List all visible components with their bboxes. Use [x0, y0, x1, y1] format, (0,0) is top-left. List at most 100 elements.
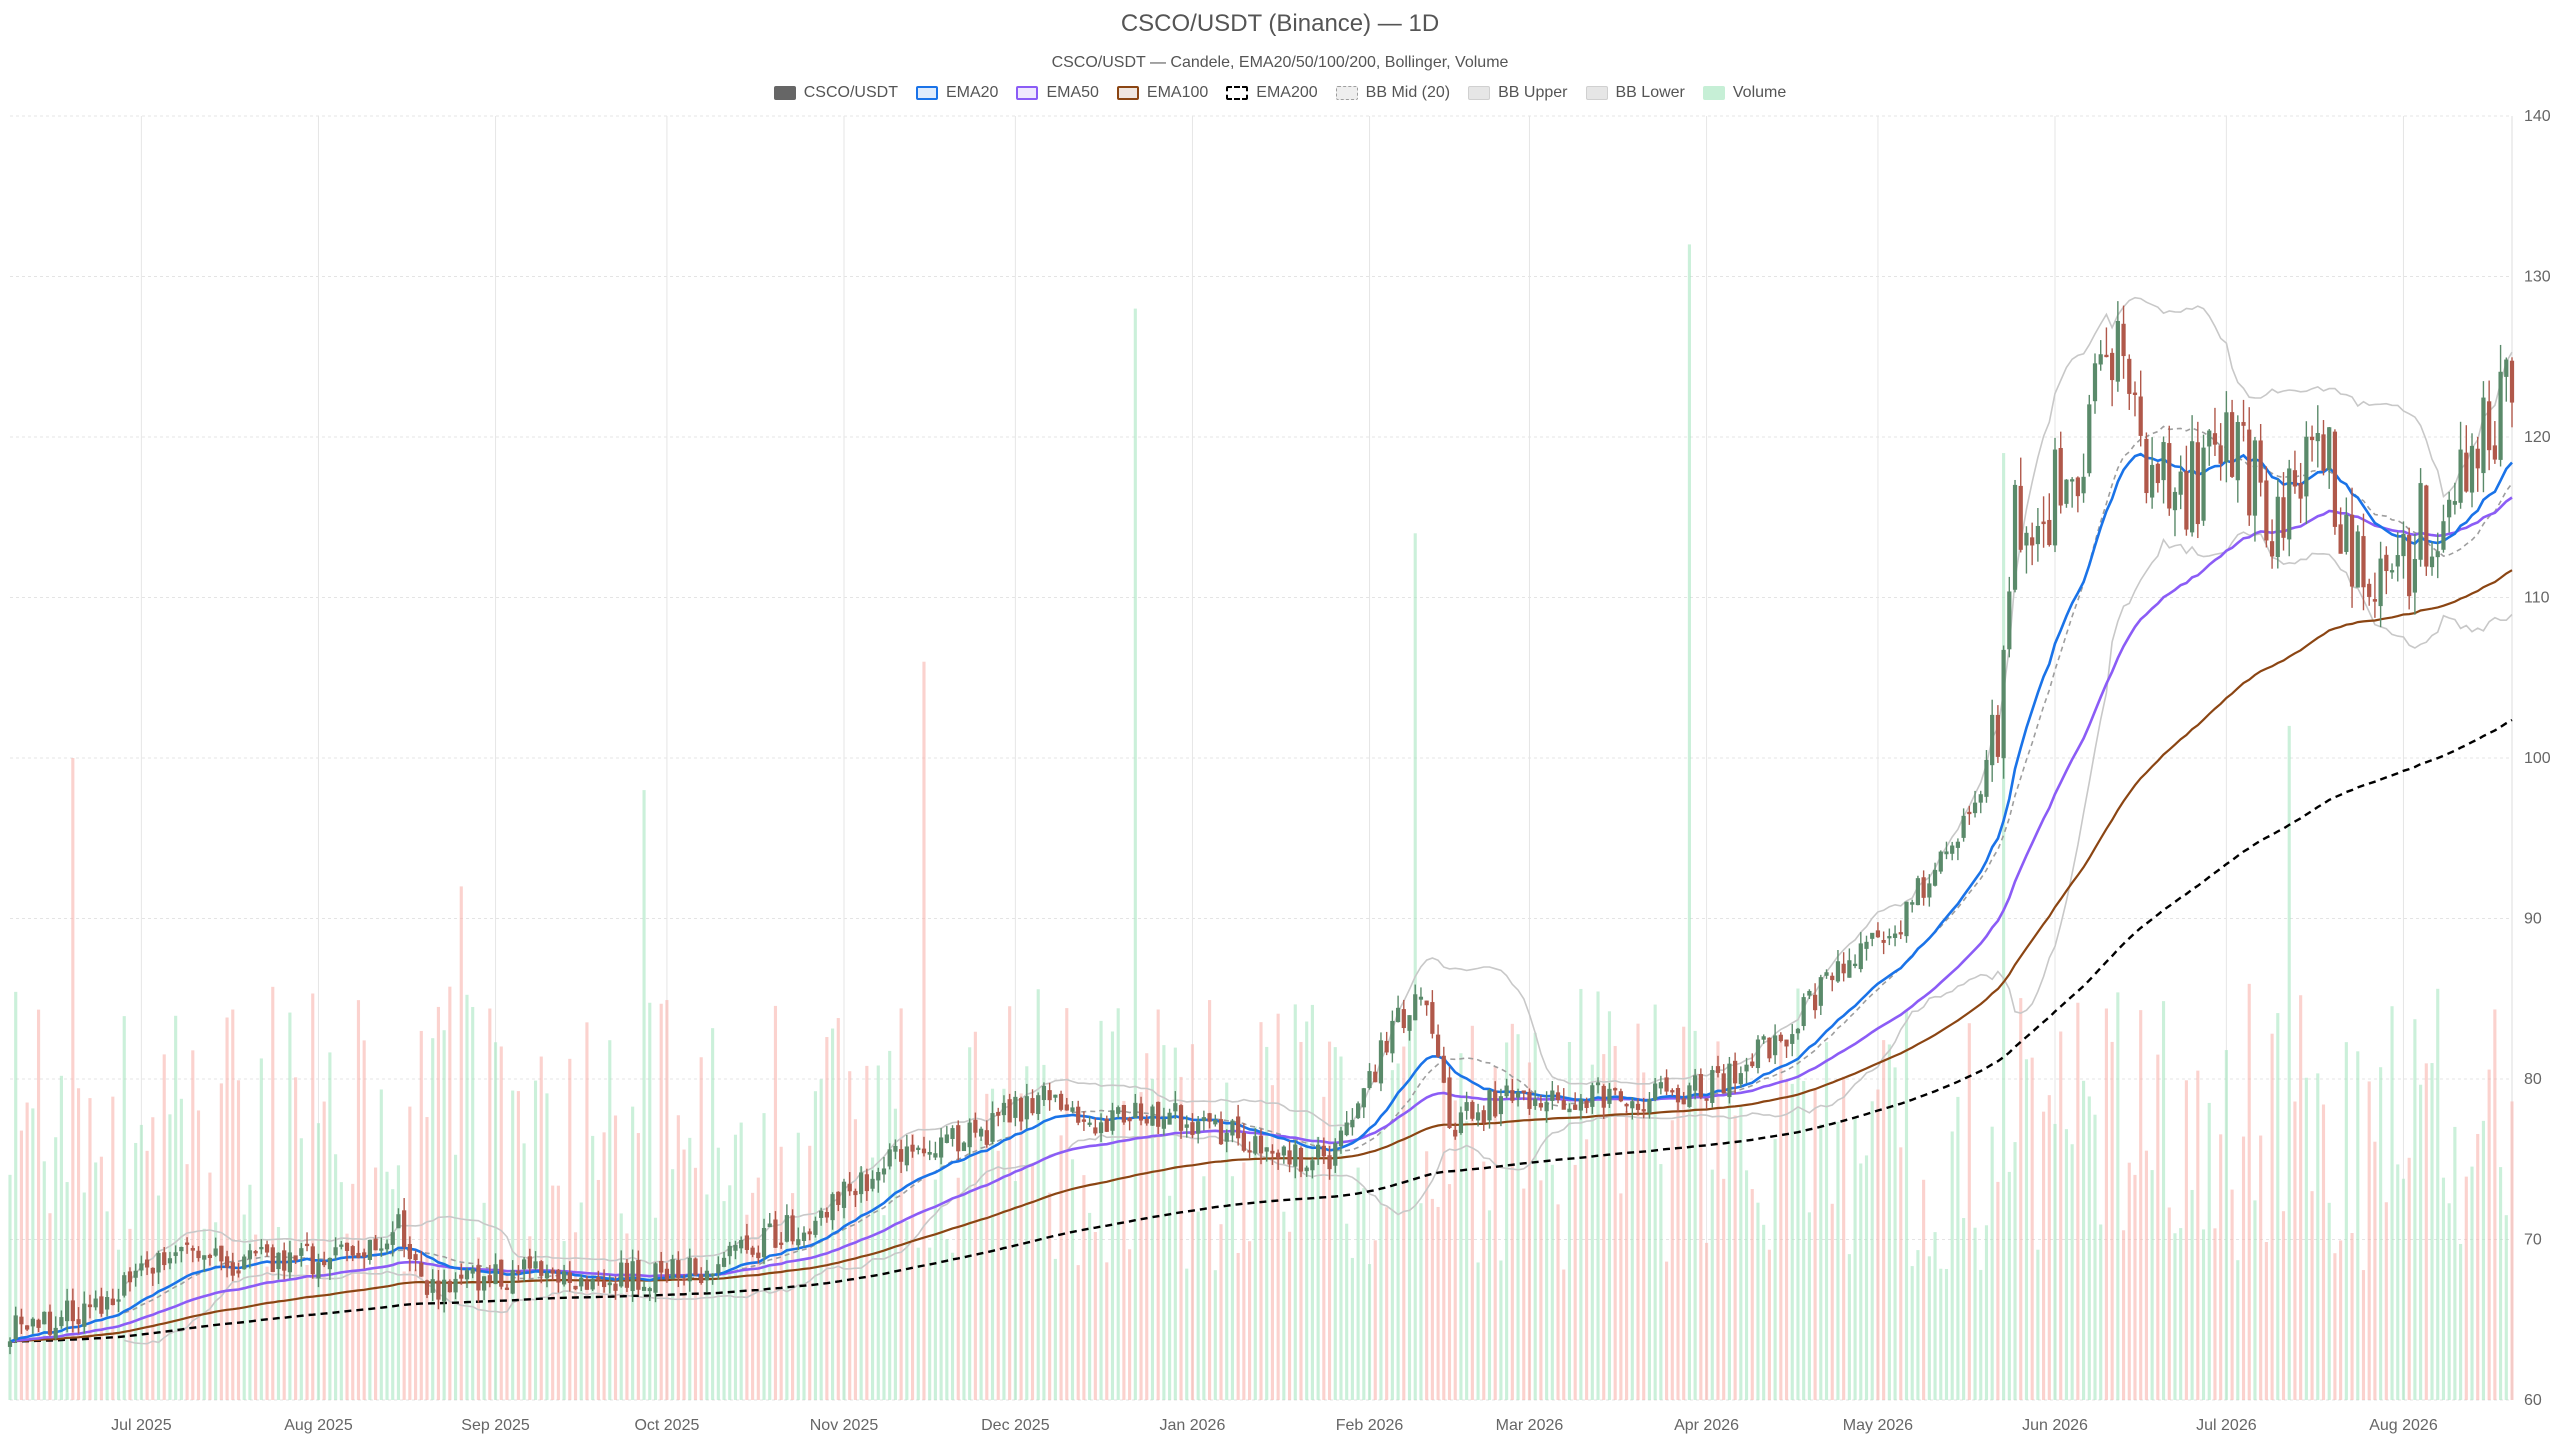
- candle: [264, 1240, 270, 1257]
- candle-body: [1778, 1034, 1783, 1042]
- candle: [967, 1118, 972, 1155]
- x-tick-label: Dec 2025: [981, 1417, 1050, 1434]
- candle: [82, 1291, 87, 1334]
- chart-subtitle: CSCO/USDT — Candele, EMA20/50/100/200, B…: [1051, 54, 1509, 71]
- volume-bar: [1567, 1042, 1572, 1400]
- volume-bar: [2367, 1081, 2371, 1400]
- candle: [424, 1279, 430, 1299]
- legend-item-bb-mid-20[interactable]: BB Mid (20): [1335, 84, 1450, 102]
- candle: [2349, 487, 2355, 608]
- candle-body: [2269, 541, 2275, 557]
- candle-body: [2378, 558, 2383, 607]
- volume-bar: [2002, 453, 2006, 1400]
- candle-body: [996, 1111, 1001, 1116]
- volume-bar: [1996, 1181, 2000, 1400]
- x-tick-label: Sep 2025: [461, 1417, 530, 1434]
- volume-bar: [1133, 308, 1137, 1401]
- candle-body: [2104, 354, 2109, 358]
- candle-body: [516, 1270, 521, 1274]
- candle-body: [384, 1243, 390, 1250]
- candle: [2492, 421, 2497, 464]
- candle-body: [2172, 491, 2178, 511]
- volume-bar: [1002, 1088, 1006, 1400]
- candle-body: [373, 1238, 378, 1251]
- candle-body: [1276, 1152, 1281, 1159]
- candle: [1316, 1137, 1321, 1165]
- candle: [1801, 993, 1806, 1031]
- volume-bar: [2036, 1249, 2040, 1400]
- candle-body: [1298, 1147, 1304, 1172]
- volume-bar: [414, 1269, 418, 1400]
- candle: [607, 1274, 612, 1294]
- volume-bar: [374, 1167, 378, 1400]
- volume-bar: [2104, 1008, 2108, 1400]
- candle-body: [322, 1260, 327, 1266]
- legend-item-bb-lower[interactable]: BB Lower: [1585, 84, 1685, 102]
- candle: [470, 1265, 475, 1279]
- volume-bar: [933, 1179, 937, 1400]
- legend-item-volume[interactable]: Volume: [1702, 84, 1786, 102]
- candle-body: [2121, 323, 2126, 357]
- volume-bar: [1459, 1053, 1463, 1400]
- candle: [813, 1216, 818, 1238]
- candle: [2184, 445, 2189, 536]
- candle-body: [1230, 1120, 1235, 1136]
- volume-bar: [1579, 988, 1583, 1400]
- volume-bar: [42, 1161, 46, 1400]
- volume-bar: [1162, 1045, 1166, 1400]
- candle: [1110, 1102, 1115, 1135]
- candle: [1938, 850, 1943, 874]
- candle-body: [1173, 1103, 1178, 1112]
- volume-bar: [1190, 1044, 1195, 1400]
- candle: [1573, 1092, 1578, 1110]
- legend-item-bb-upper[interactable]: BB Upper: [1468, 84, 1568, 102]
- candle-body: [1521, 1090, 1526, 1094]
- volume-bar: [1893, 1067, 1897, 1400]
- candle-body: [2372, 599, 2378, 602]
- volume-bar: [1933, 1232, 1937, 1400]
- candle: [1481, 1105, 1486, 1132]
- candle-body: [299, 1248, 304, 1256]
- candle-body: [1167, 1112, 1172, 1125]
- legend-item-ema50[interactable]: EMA50: [1016, 84, 1099, 102]
- candle: [1161, 1107, 1167, 1136]
- candle: [1270, 1144, 1275, 1165]
- volume-bar: [116, 1249, 121, 1400]
- candle-body: [167, 1258, 173, 1264]
- bb-lower-line: [124, 531, 2513, 1345]
- volume-bar: [1030, 1163, 1035, 1400]
- volume-bar: [25, 1102, 29, 1400]
- candle-body: [36, 1319, 41, 1328]
- volume-bar: [122, 1016, 126, 1400]
- candle: [2092, 353, 2098, 414]
- candle-body: [242, 1256, 247, 1270]
- candle: [1150, 1104, 1155, 1126]
- candle-body: [704, 1270, 710, 1281]
- candle-body: [99, 1296, 104, 1314]
- legend-item-csco-usdt[interactable]: CSCO/USDT: [773, 84, 898, 102]
- candle-body: [47, 1311, 53, 1335]
- volume-bar: [1482, 1161, 1486, 1400]
- candle-body: [2212, 433, 2218, 445]
- legend-item-ema20[interactable]: EMA20: [915, 84, 998, 102]
- candle: [299, 1242, 304, 1267]
- legend-item-ema100[interactable]: EMA100: [1116, 84, 1208, 102]
- x-tick-label: May 2026: [1843, 1417, 1913, 1434]
- volume-bar: [1470, 1025, 1474, 1400]
- candle-body: [733, 1244, 738, 1251]
- candle-body: [1384, 1040, 1389, 1053]
- candle-body: [504, 1287, 510, 1290]
- volume-bar: [511, 1090, 515, 1400]
- candle-body: [1344, 1122, 1349, 1136]
- candle-body: [773, 1219, 778, 1248]
- candle: [207, 1253, 213, 1266]
- volume-bar: [2047, 1095, 2051, 1400]
- candle-body: [276, 1252, 281, 1270]
- legend-item-ema200[interactable]: EMA200: [1226, 84, 1318, 102]
- candle: [1715, 1055, 1721, 1078]
- candle: [876, 1167, 881, 1193]
- volume-bar: [2299, 995, 2303, 1400]
- candle-body: [2452, 501, 2457, 505]
- x-tick-label: Oct 2025: [634, 1417, 699, 1434]
